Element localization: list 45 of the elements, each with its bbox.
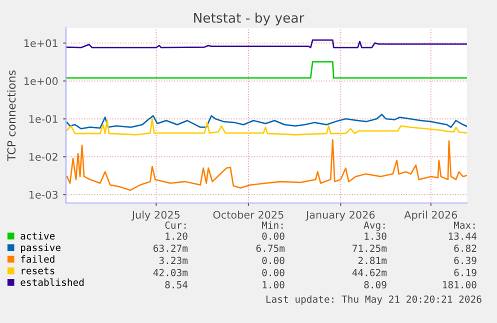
text: 6.82	[454, 244, 476, 252]
text: 42.03m	[153, 268, 188, 276]
text: 8.09	[364, 281, 386, 288]
x-tick-label: October 2025	[213, 210, 284, 219]
y-tick-label: 1e+01	[24, 39, 58, 48]
legend-label: passive	[20, 244, 60, 254]
text: 3.23m	[159, 256, 188, 264]
line-series	[66, 139, 467, 191]
text: 6.39	[454, 256, 476, 264]
text: 1.20	[166, 232, 188, 240]
legend-label: active	[20, 232, 55, 240]
text: Min:	[262, 221, 283, 229]
line-series	[66, 114, 467, 130]
text: 6.19	[454, 268, 476, 276]
text: 1.00	[262, 281, 284, 288]
text: Avg:	[364, 222, 385, 231]
text: 63.27m	[154, 244, 188, 252]
text: 8.54	[165, 281, 188, 288]
y-tick-label: 1e-01	[29, 115, 58, 123]
text: 13.44	[448, 232, 477, 240]
legend-label: failed	[21, 255, 54, 263]
legend-label: resets	[22, 267, 54, 274]
text: 0.00	[262, 232, 284, 240]
text: 0.00	[262, 268, 284, 276]
y-tick-label: 1e-03	[29, 190, 58, 199]
text: 1.30	[364, 232, 386, 240]
y-axis-title: TCP connections	[7, 70, 16, 162]
x-tick-label: January 2026	[305, 210, 375, 221]
text: Last update: Thu May 21 20:20:21 2026	[266, 295, 482, 305]
line-series	[66, 39, 467, 48]
x-tick-label: April 2026	[404, 210, 458, 221]
text: Cur:	[165, 221, 186, 229]
x-tick-label: July 2025	[131, 210, 180, 221]
text: 6.75m	[256, 244, 285, 252]
legend-label: established	[20, 278, 84, 286]
text: 181.00	[443, 281, 476, 288]
text: 0.00	[262, 256, 284, 264]
text: 2.81m	[358, 256, 387, 264]
text: Max:	[454, 222, 475, 229]
text: 44.62m	[352, 268, 387, 276]
chart-title: Netstat - by year	[194, 12, 304, 26]
y-tick-label: 1e+00	[24, 77, 58, 86]
y-tick-label: 1e-02	[29, 152, 58, 161]
line-series	[66, 118, 467, 136]
text: 71.25m	[352, 244, 387, 252]
